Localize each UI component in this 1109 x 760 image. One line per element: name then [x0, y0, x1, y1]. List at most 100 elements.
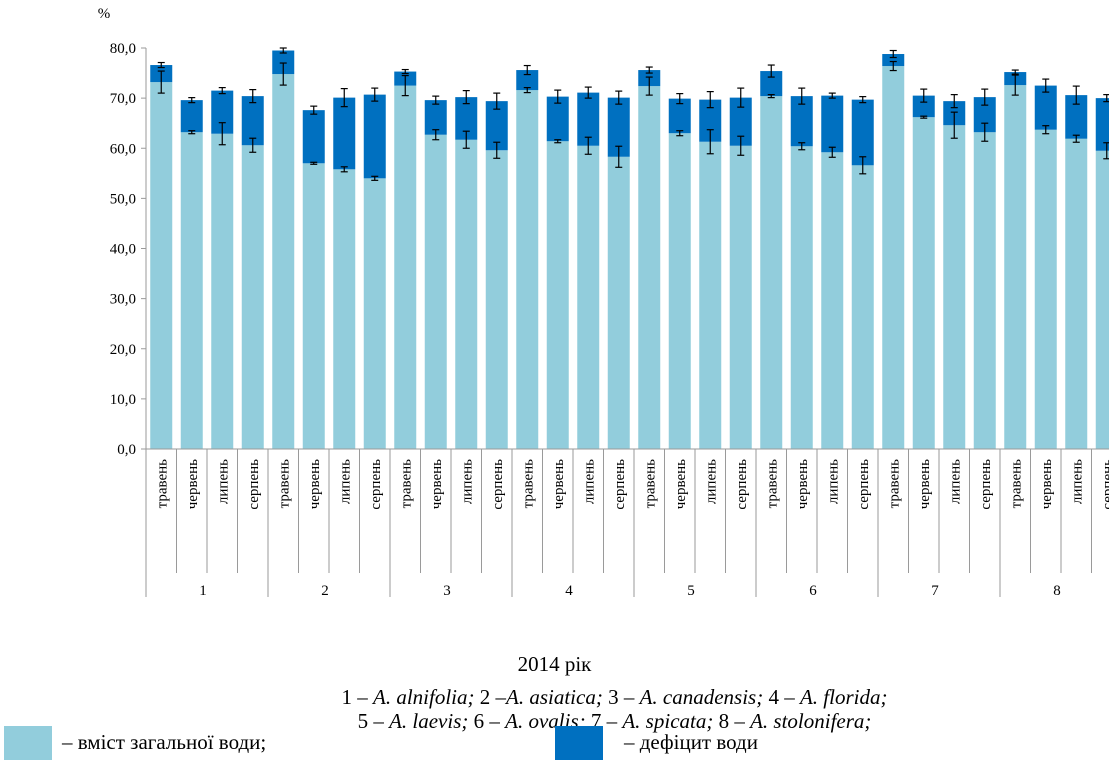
month-label: травень: [398, 459, 414, 509]
month-label: липень: [1069, 459, 1085, 504]
species-number: 3 –: [602, 685, 640, 709]
bar-water: [272, 74, 295, 449]
bar-water: [729, 145, 752, 449]
y-tick-label: 70,0: [110, 91, 136, 107]
bar-water: [577, 145, 600, 449]
month-label: серпень: [734, 459, 750, 510]
month-label: липень: [581, 459, 597, 504]
bar-water: [1034, 129, 1057, 450]
group-label: 7: [931, 583, 939, 599]
legend-label-deficit: – дефіцит води: [624, 730, 758, 754]
y-tick-label: 80,0: [110, 41, 136, 57]
species-number: 5 –: [357, 709, 390, 733]
month-label: серпень: [856, 459, 872, 510]
bar-deficit: [973, 97, 996, 133]
chart: % 0,0 10,0 20,0 30,0 40,0 50,0 60,0 70,0 80,0 тр…: [98, 6, 1109, 599]
bar-water: [851, 165, 874, 450]
month-label: червень: [673, 459, 689, 509]
species-name: A. laevis;: [389, 709, 469, 733]
month-label: серпень: [612, 459, 628, 510]
bar-water: [882, 66, 905, 450]
y-tick-label: 0,0: [117, 442, 136, 458]
bar-water: [790, 146, 813, 449]
bar-water: [211, 133, 234, 449]
y-axis: 0,0 10,0 20,0 30,0 40,0 50,0 60,0 70,0 80,0: [110, 41, 147, 458]
y-tick-label: 40,0: [110, 242, 136, 258]
month-label: липень: [215, 459, 231, 504]
bar-water: [1004, 85, 1027, 449]
bar-deficit: [790, 96, 813, 147]
month-label: серпень: [978, 459, 994, 510]
bar-deficit: [424, 100, 447, 135]
month-label: липень: [703, 459, 719, 504]
species-name: A. canadensis;: [639, 685, 764, 709]
month-label: липень: [459, 459, 475, 504]
bar-deficit: [485, 101, 508, 151]
bar-deficit: [333, 97, 356, 170]
month-label: серпень: [246, 459, 262, 510]
bar-water: [394, 85, 417, 449]
group-label: 4: [565, 583, 573, 599]
bar-water: [363, 178, 386, 449]
species-key-line-2: 5 – A. laevis; 6 – A. ovalis; 7 – A. spi…: [0, 708, 1109, 734]
y-tick-label: 20,0: [110, 342, 136, 358]
month-label: липень: [825, 459, 841, 504]
bar-water: [973, 132, 996, 449]
month-label: травень: [154, 459, 170, 509]
bar-deficit: [516, 70, 539, 91]
legend-label-water: – вміст загальної води;: [62, 730, 267, 754]
species-number: 2 –: [474, 685, 506, 709]
bar-deficit: [455, 97, 478, 140]
bar-water: [455, 139, 478, 449]
bar-deficit: [760, 71, 783, 97]
x-axis: травень червень липень серпень 1 травень черве…: [145, 448, 1109, 599]
month-label: травень: [886, 459, 902, 509]
month-label: травень: [520, 459, 536, 509]
bar-water: [485, 150, 508, 449]
group-label: 8: [1053, 583, 1061, 599]
y-tick-label: 50,0: [110, 191, 136, 207]
bar-water: [607, 156, 630, 450]
month-label: серпень: [490, 459, 506, 510]
bar-water: [943, 125, 966, 449]
species-key-line-1: 1 – A. alnifolia; 2 –A. asiatica; 3 – A.…: [0, 684, 1109, 710]
bar-deficit: [821, 95, 844, 153]
bar-water: [821, 152, 844, 449]
y-axis-unit: %: [98, 6, 111, 22]
group-label: 3: [443, 583, 451, 599]
bar-deficit: [668, 98, 691, 134]
bar-water: [241, 145, 264, 449]
month-label: травень: [764, 459, 780, 509]
month-label: серпень: [368, 459, 384, 510]
month-label: серпень: [1100, 459, 1109, 510]
bar-deficit: [729, 97, 752, 146]
y-tick-label: 10,0: [110, 392, 136, 408]
legend-swatch-deficit: [555, 726, 603, 760]
month-label: травень: [1008, 459, 1024, 509]
bar-deficit: [882, 54, 905, 67]
month-label: червень: [307, 459, 323, 509]
group-label: 5: [687, 583, 695, 599]
bars: [150, 50, 1109, 450]
bar-deficit: [699, 99, 722, 142]
month-label: червень: [917, 459, 933, 509]
bar-deficit: [302, 110, 325, 164]
month-label: травень: [276, 459, 292, 509]
species-name: A. asiatica;: [506, 685, 603, 709]
bar-water: [668, 133, 691, 449]
bar-deficit: [272, 50, 295, 75]
species-name: A. florida;: [799, 685, 888, 709]
bar-deficit: [912, 95, 935, 118]
bar-deficit: [546, 96, 569, 142]
bar-water: [699, 141, 722, 449]
bar-deficit: [241, 96, 264, 146]
year-caption: 2014 рік: [517, 652, 592, 676]
bar-water: [912, 117, 935, 450]
bar-deficit: [577, 92, 600, 146]
bar-water: [424, 134, 447, 449]
y-tick-label: 60,0: [110, 141, 136, 157]
group-label: 1: [199, 583, 207, 599]
bar-deficit: [211, 90, 234, 134]
bar-deficit: [180, 100, 203, 133]
bar-deficit: [363, 94, 386, 179]
